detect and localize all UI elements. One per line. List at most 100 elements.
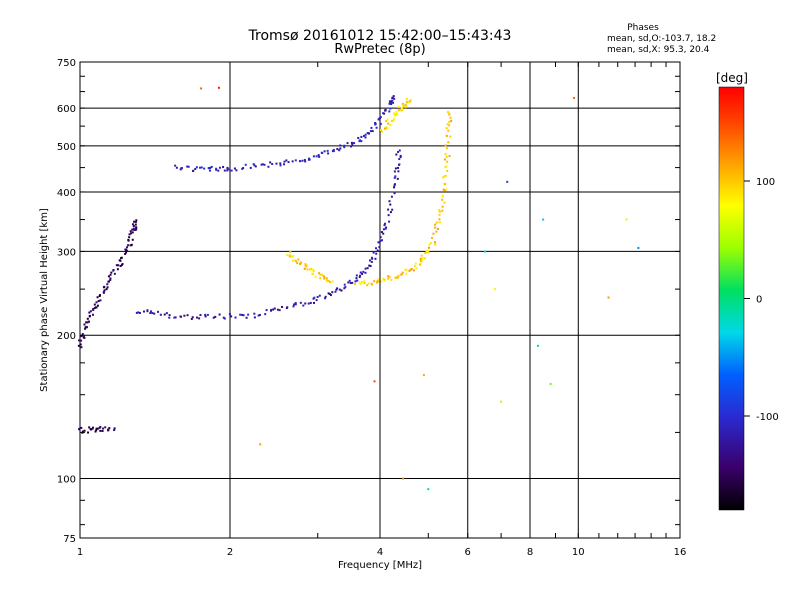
data-point	[80, 335, 83, 338]
data-point	[359, 271, 362, 274]
data-point	[394, 276, 397, 279]
data-point	[271, 163, 274, 166]
data-point	[449, 135, 452, 138]
data-point	[135, 228, 138, 231]
data-point	[285, 307, 288, 310]
data-point	[131, 228, 134, 231]
data-point	[444, 153, 447, 156]
data-point	[97, 300, 100, 303]
data-point	[377, 118, 380, 121]
data-point	[304, 160, 307, 163]
data-point	[442, 188, 445, 191]
data-point	[343, 146, 346, 149]
data-point	[375, 252, 378, 255]
data-point	[405, 268, 408, 271]
data-point	[291, 259, 294, 262]
data-point	[351, 281, 354, 284]
data-point	[91, 427, 94, 430]
data-point	[332, 148, 335, 151]
data-point	[309, 301, 312, 304]
data-point	[89, 428, 92, 431]
data-point	[377, 280, 380, 283]
data-point	[84, 327, 87, 330]
data-point	[119, 259, 122, 262]
data-point	[448, 112, 451, 115]
data-point	[318, 294, 321, 297]
data-point	[107, 280, 110, 283]
data-point	[317, 154, 320, 157]
data-point	[83, 336, 86, 339]
data-point	[116, 268, 119, 271]
data-point	[396, 177, 399, 180]
data-point	[102, 286, 105, 289]
data-point	[102, 290, 105, 293]
data-point	[343, 144, 346, 147]
data-point	[222, 166, 225, 169]
data-point	[435, 230, 438, 233]
data-point	[427, 246, 430, 249]
data-point	[85, 326, 88, 329]
data-point	[392, 119, 395, 122]
data-point	[244, 163, 247, 166]
data-point	[135, 311, 138, 314]
data-point	[506, 180, 509, 183]
data-point	[318, 155, 321, 158]
data-point	[379, 240, 382, 243]
data-point	[192, 169, 195, 172]
chart-title: Tromsø 20161012 15:42:00–15:43:43	[248, 28, 512, 44]
data-point	[235, 169, 238, 172]
data-point	[428, 243, 431, 246]
data-point	[420, 259, 423, 262]
data-point	[285, 159, 288, 162]
data-point	[327, 152, 330, 155]
data-point	[128, 236, 131, 239]
data-point	[168, 316, 171, 319]
data-point	[89, 310, 92, 313]
data-point	[404, 106, 407, 109]
x-tick-label: 6	[465, 547, 471, 558]
y-axis-ticks: 75 100 200 300 400 500 600 750	[57, 58, 680, 545]
data-point	[180, 167, 183, 170]
data-point	[217, 169, 220, 172]
data-point	[302, 304, 305, 307]
data-point	[542, 218, 545, 221]
data-point	[124, 248, 127, 251]
data-point	[135, 219, 138, 222]
data-point	[142, 310, 145, 313]
data-point	[218, 166, 221, 169]
data-point	[339, 147, 342, 150]
data-point	[179, 168, 182, 171]
data-point	[253, 164, 256, 167]
data-point	[389, 107, 392, 110]
data-point	[79, 343, 82, 346]
data-point	[331, 291, 334, 294]
data-point	[447, 129, 450, 132]
data-point	[87, 431, 90, 434]
data-point	[388, 100, 391, 103]
data-point	[127, 238, 130, 241]
data-point	[347, 281, 350, 284]
data-point	[398, 163, 401, 166]
colorbar-tick-label: -100	[756, 412, 779, 423]
data-point	[315, 299, 318, 302]
data-point	[438, 221, 441, 224]
data-point	[397, 274, 400, 277]
data-point	[80, 426, 83, 429]
data-point	[355, 277, 358, 280]
data-point	[445, 147, 448, 150]
data-point	[395, 111, 398, 114]
data-point	[296, 261, 299, 264]
data-point	[363, 282, 366, 285]
data-point	[168, 314, 171, 317]
data-point	[401, 271, 404, 274]
data-point	[241, 167, 244, 170]
data-point	[307, 302, 310, 305]
data-point	[446, 160, 449, 163]
data-point	[93, 307, 96, 310]
data-point	[226, 169, 229, 172]
data-point	[324, 295, 327, 298]
x-tick-label: 16	[674, 547, 687, 558]
data-point	[191, 316, 194, 319]
data-point	[376, 249, 379, 252]
data-point	[278, 309, 281, 312]
